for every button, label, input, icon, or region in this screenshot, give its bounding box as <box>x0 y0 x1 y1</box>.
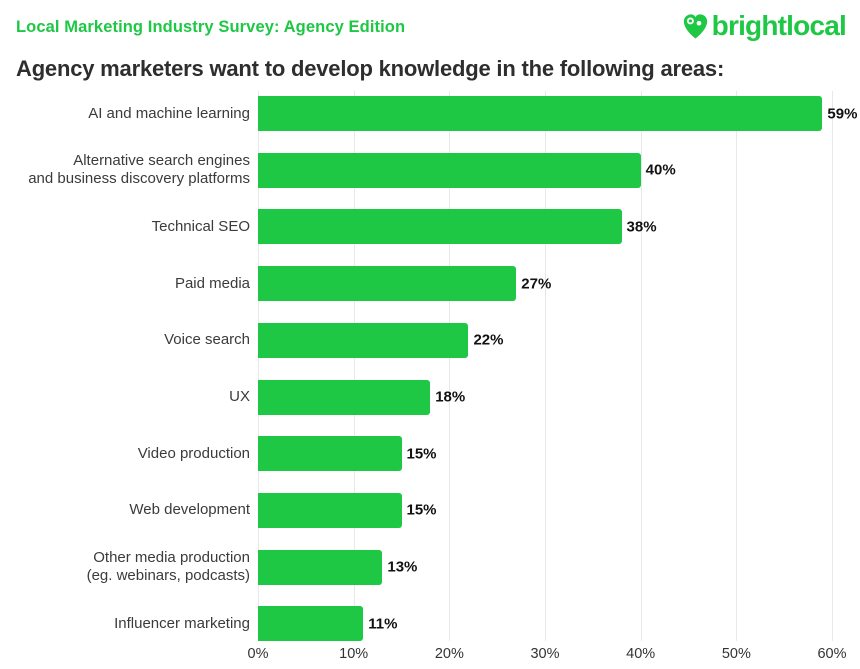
gridline <box>258 91 259 641</box>
bar-category-label: AI and machine learning <box>88 104 250 122</box>
bar-value-label: 13% <box>387 558 418 576</box>
bar-value-label: 15% <box>406 445 437 463</box>
gridline <box>640 91 642 641</box>
x-axis-tick-label: 30% <box>530 646 560 662</box>
x-axis-tick-label: 0% <box>247 646 269 662</box>
gridline <box>832 91 833 641</box>
chart-title: Agency marketers want to develop knowled… <box>16 56 725 81</box>
brightlocal-logo-text: brightlocal <box>711 10 847 41</box>
bar-category-label: Technical SEO <box>151 217 250 235</box>
bar-category-label: Influencer marketing <box>114 614 250 632</box>
bar-category-label: Alternative search engines and business … <box>28 152 250 188</box>
x-axis-tick-label: 60% <box>817 646 847 662</box>
bar <box>258 152 641 188</box>
bar-category-label: Voice search <box>164 331 250 349</box>
bar-value-label: 11% <box>368 615 398 633</box>
brightlocal-logo: brightlocal <box>682 10 847 42</box>
x-axis-tick-label: 40% <box>626 646 656 662</box>
bar-value-label: 27% <box>521 275 552 293</box>
bar <box>258 322 469 358</box>
bar-category-label: Other media production (eg. webinars, po… <box>86 549 250 585</box>
bar-value-label: 38% <box>626 218 657 236</box>
bar-category-label: Video production <box>137 444 250 462</box>
bar <box>258 209 622 245</box>
bar <box>258 606 364 642</box>
bar-category-label: UX <box>229 388 250 405</box>
brightlocal-heart-pin-icon <box>682 13 709 40</box>
bar <box>258 436 402 472</box>
bar-value-label: 40% <box>645 161 676 179</box>
gridline <box>353 91 355 641</box>
x-axis-tick-label: 20% <box>434 646 464 662</box>
bar <box>258 492 402 528</box>
gridline <box>449 91 451 641</box>
x-axis-tick-label: 50% <box>721 646 751 662</box>
gridline <box>736 91 738 641</box>
bar-value-label: 22% <box>473 331 504 349</box>
gridline <box>545 91 546 641</box>
bar-value-label: 59% <box>827 105 858 122</box>
report-kicker: Local Marketing Industry Survey: Agency … <box>16 18 406 36</box>
bar-value-label: 15% <box>406 501 437 519</box>
bar-category-label: Web development <box>129 501 250 519</box>
bar <box>258 379 431 415</box>
bar <box>258 96 823 131</box>
bar-category-label: Paid media <box>174 274 250 292</box>
x-axis-tick-label: 10% <box>339 646 369 662</box>
bar <box>258 549 383 585</box>
bar-value-label: 18% <box>435 388 466 406</box>
bar <box>258 266 517 302</box>
